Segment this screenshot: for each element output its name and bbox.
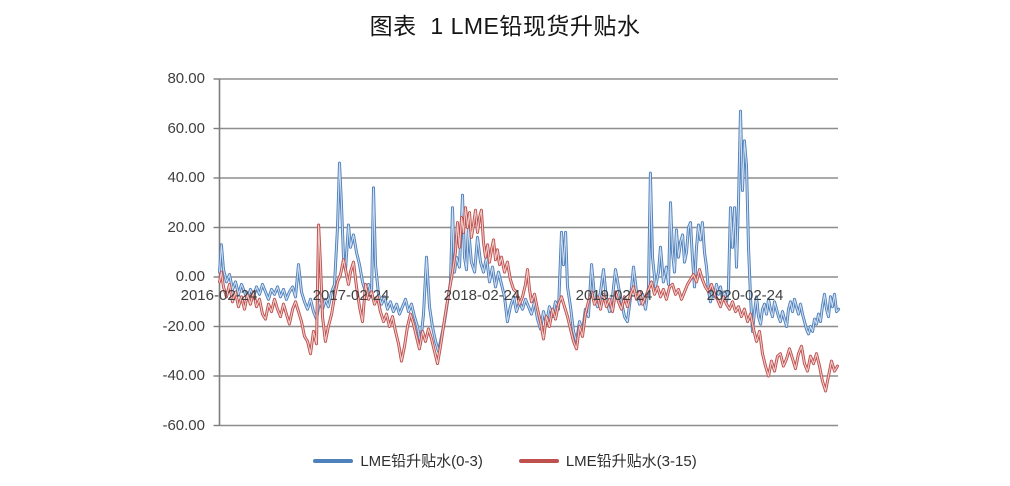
y-axis-tick-label: 0.00 [175,268,205,285]
x-axis-tick-label: 2018-02-24 [443,287,521,304]
y-axis-tick-label: 80.00 [167,70,205,87]
chart-title: 图表 1 LME铅现货升贴水 [369,13,641,39]
x-axis-tick-label: 2017-02-24 [312,287,390,304]
legend-label-series2: LME铅升贴水(3-15) [565,453,697,470]
y-axis-tick-label: -60.00 [162,417,205,434]
x-axis-tick-label: 2019-02-24 [575,287,653,304]
series2-line-swatch [518,458,559,463]
legend: LME铅升贴水(0-3) LME铅升贴水(3-15) [0,450,1010,471]
legend-item-series1: LME铅升贴水(0-3) [313,450,483,471]
legend-label-series1: LME铅升贴水(0-3) [360,453,483,470]
y-axis-tick-label: 60.00 [167,120,205,137]
x-axis-tick-label: 2016-02-24 [180,287,258,304]
y-axis-tick-label: -20.00 [162,318,205,335]
y-axis-tick-label: 40.00 [167,169,205,186]
y-axis-tick-label: -40.00 [162,367,205,384]
series1-line-swatch [313,458,354,463]
y-axis-tick-label: 20.00 [167,219,205,236]
x-axis-tick-label: 2020-02-24 [706,287,784,304]
legend-item-series2: LME铅升贴水(3-15) [518,450,697,471]
